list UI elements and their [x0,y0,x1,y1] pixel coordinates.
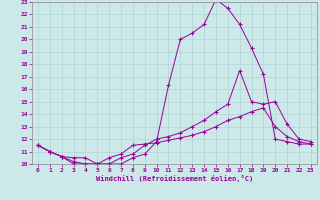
X-axis label: Windchill (Refroidissement éolien,°C): Windchill (Refroidissement éolien,°C) [96,175,253,182]
